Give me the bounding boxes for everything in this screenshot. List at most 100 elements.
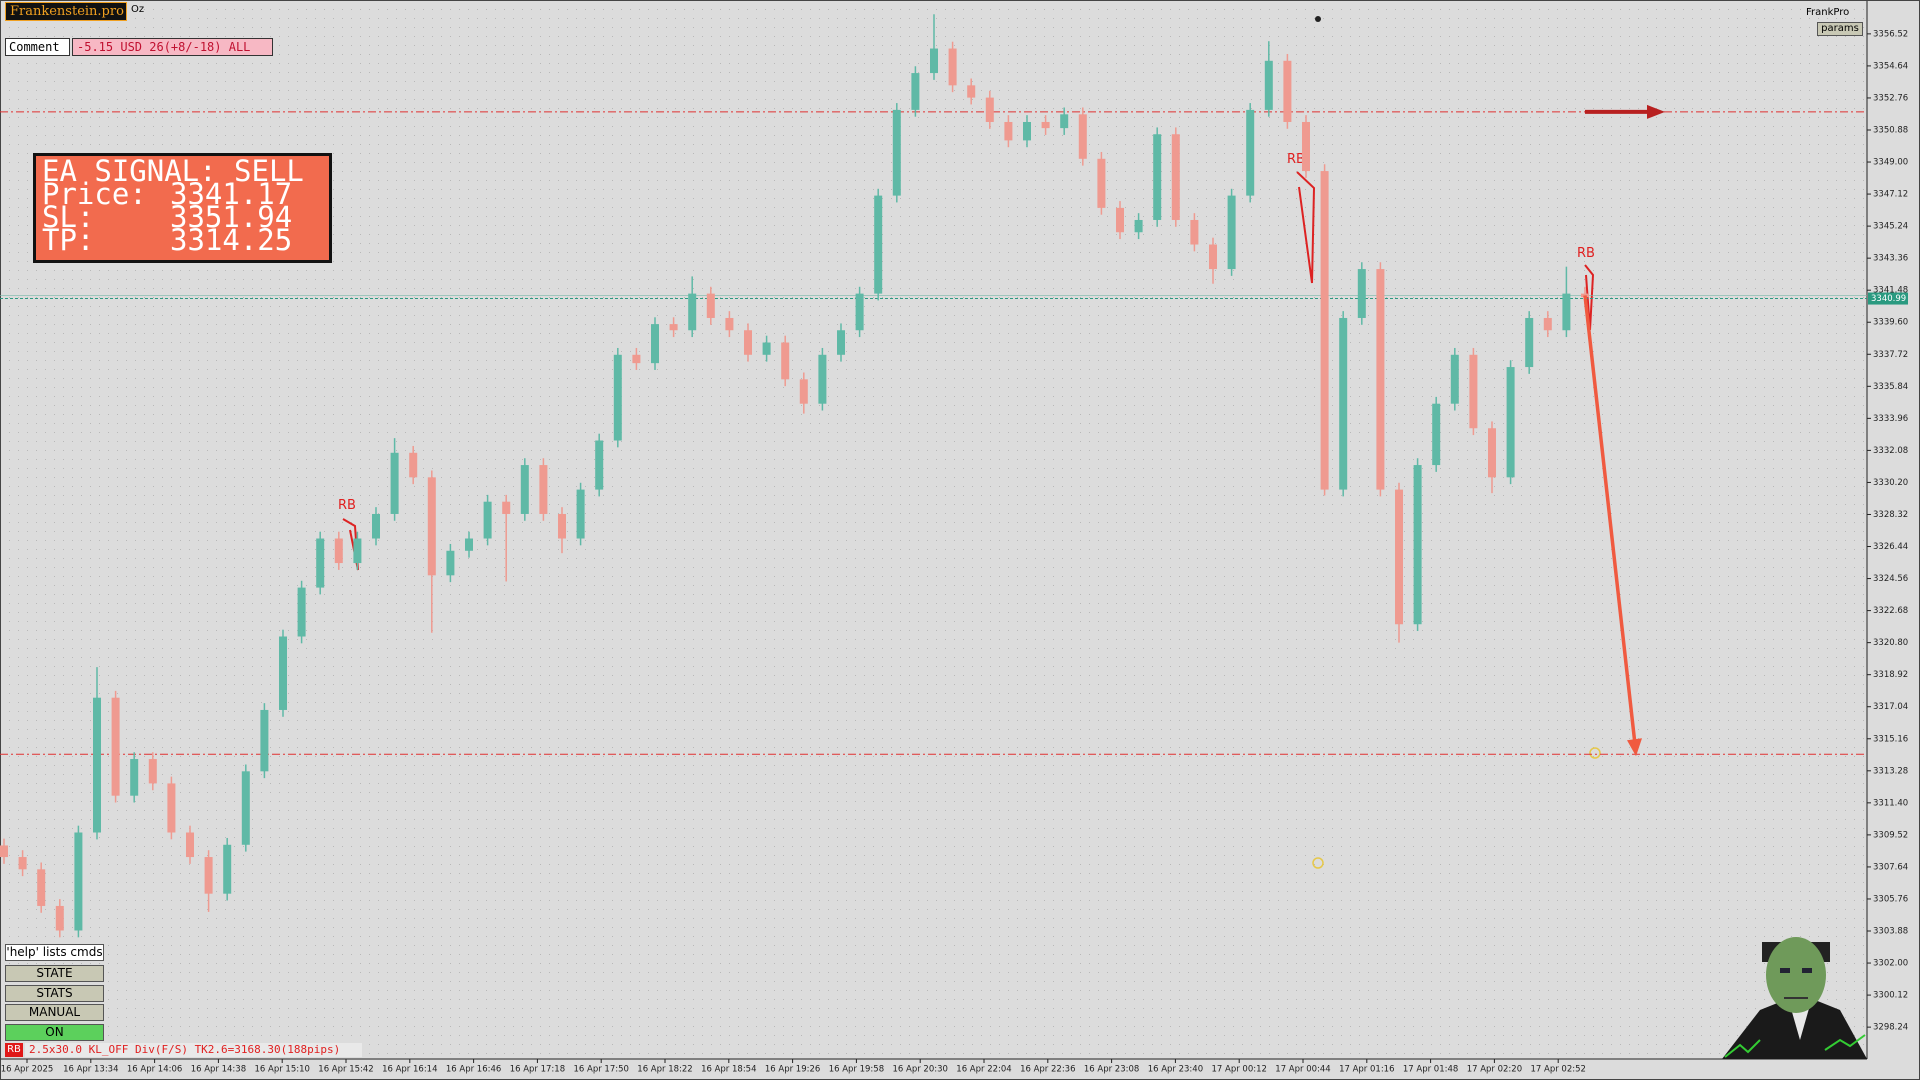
x-tick-label: 17 Apr 02:20 <box>1467 1065 1522 1075</box>
skull-icon <box>1315 16 1321 22</box>
y-tick-label: 3317.04 <box>1873 702 1908 712</box>
candle-body <box>1004 121 1013 141</box>
params-button[interactable]: params <box>1817 22 1863 36</box>
x-tick-label: 17 Apr 00:12 <box>1211 1065 1266 1075</box>
candle-body <box>595 440 604 490</box>
y-tick-label: 3313.28 <box>1873 766 1908 776</box>
y-tick-label: 3322.68 <box>1873 606 1908 616</box>
candle-body <box>111 697 120 796</box>
marker-icon <box>1589 747 1601 759</box>
x-tick-label: 16 Apr 17:50 <box>573 1065 628 1075</box>
candle-body <box>967 85 976 98</box>
x-tick-label: 16 Apr 23:08 <box>1084 1065 1139 1075</box>
on-button[interactable]: ON <box>5 1024 104 1041</box>
candle-body <box>1413 465 1422 625</box>
candle-body <box>818 354 827 404</box>
candle-body <box>669 324 678 331</box>
candle-body <box>799 379 808 404</box>
panel-value: 3351.94 <box>170 200 293 234</box>
comment-text: -5.15 USD 26(+8/-18) ALL <box>72 38 273 56</box>
rb-label: RB <box>1287 152 1305 167</box>
candle-body <box>855 293 864 331</box>
candle-body <box>651 324 659 364</box>
candle-body <box>204 857 213 894</box>
candle-body <box>409 452 418 478</box>
x-tick-label: 17 Apr 01:16 <box>1339 1065 1394 1075</box>
candle-body <box>874 195 883 294</box>
candle-body <box>1339 317 1348 490</box>
candle-body <box>911 73 920 110</box>
current-price-label: 3340.99 <box>1871 294 1906 304</box>
y-tick-label: 3309.52 <box>1873 830 1908 840</box>
y-tick-label: 3350.88 <box>1873 125 1908 135</box>
y-tick-label: 3303.88 <box>1873 927 1908 937</box>
status-text: 2.5x30.0 KL_OFF Div(F/S) TK2.6=3168.30(1… <box>25 1043 362 1057</box>
x-tick-label: 16 Apr 22:36 <box>1020 1065 1075 1075</box>
signal-title: EA SIGNAL: SELL <box>42 154 304 188</box>
candle-body <box>576 489 585 539</box>
panel-row: SL: 3351.94 <box>42 200 323 234</box>
candle-body <box>1116 207 1124 233</box>
candle-body <box>1153 134 1162 220</box>
y-tick-label: 3352.76 <box>1873 93 1908 103</box>
candle-body <box>1357 269 1366 318</box>
stats-button[interactable]: STATS <box>5 985 104 1002</box>
y-tick-label: 3318.92 <box>1873 670 1908 680</box>
y-tick-label: 3356.52 <box>1873 29 1908 39</box>
x-tick-label: 16 Apr 16:46 <box>446 1065 501 1075</box>
y-tick-label: 3328.32 <box>1873 510 1908 520</box>
x-tick-label: 16 Apr 2025 <box>1 1065 54 1075</box>
y-tick-label: 3341.48 <box>1873 286 1908 296</box>
y-tick-label: 3300.12 <box>1873 991 1908 1001</box>
candle-body <box>744 330 752 355</box>
candle-body <box>241 771 250 845</box>
candle-body <box>1171 134 1180 220</box>
candle-body <box>353 538 362 564</box>
help-button[interactable]: 'help' lists cmds <box>5 944 104 961</box>
candle-body <box>1264 60 1273 110</box>
comment-button[interactable]: Comment <box>5 38 70 56</box>
candle-body <box>1525 317 1534 368</box>
candle-body <box>1395 489 1403 625</box>
candle-body <box>1283 60 1292 122</box>
candle-body <box>427 477 436 576</box>
top-right-label: FrankPro <box>1806 7 1850 18</box>
signal-panel: EA SIGNAL: SELL Price: 3341.17 SL: 3351.94… <box>33 153 332 263</box>
y-tick-label: 3307.64 <box>1873 862 1908 872</box>
candle-body <box>558 513 566 539</box>
x-tick-label: 16 Apr 20:30 <box>892 1065 947 1075</box>
candle-body <box>1023 121 1031 141</box>
panel-value: 3341.17 <box>170 177 293 211</box>
candle-body <box>781 342 790 380</box>
y-tick-label: 3349.00 <box>1873 158 1908 168</box>
candle-body <box>465 538 473 551</box>
x-tick-label: 16 Apr 15:10 <box>254 1065 309 1075</box>
y-tick-label: 3330.20 <box>1873 478 1908 488</box>
current-price-box <box>1868 292 1908 305</box>
candle-body <box>762 342 771 355</box>
candle-body <box>1320 171 1329 490</box>
panel-row: TP: 3314.25 <box>42 226 323 255</box>
panel-row: Price: 3341.17 <box>42 177 323 211</box>
x-tick-label: 16 Apr 13:34 <box>63 1065 118 1075</box>
y-tick-label: 3345.24 <box>1873 222 1908 232</box>
brand[interactable]: Frankenstein.pro <box>5 2 127 21</box>
candle-body <box>930 48 938 74</box>
tp-arrow-head <box>1627 738 1642 757</box>
x-tick-label: 16 Apr 19:58 <box>829 1065 884 1075</box>
candle-body <box>985 97 994 122</box>
y-tick-label: 3347.12 <box>1873 190 1908 200</box>
candle-body <box>1302 121 1310 172</box>
y-tick-label: 3315.16 <box>1873 734 1908 744</box>
candle-body <box>1469 354 1478 429</box>
marker-icon <box>1312 857 1324 869</box>
candle-body <box>334 538 343 564</box>
manual-button[interactable]: MANUAL <box>5 1004 104 1021</box>
symbol: Oz <box>131 4 145 15</box>
y-tick-label: 3326.44 <box>1873 542 1908 552</box>
candle-body <box>446 550 455 576</box>
candle-body <box>892 109 901 196</box>
state-button[interactable]: STATE <box>5 965 104 982</box>
candle-body <box>390 452 399 514</box>
